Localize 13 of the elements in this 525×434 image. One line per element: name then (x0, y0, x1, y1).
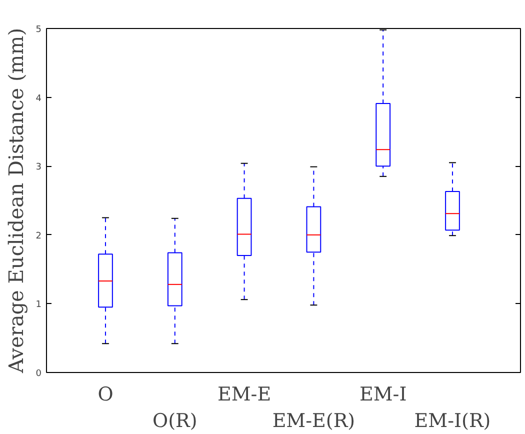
y-tick-label: 3 (36, 162, 42, 173)
x-tick-label: O(R) (152, 410, 198, 432)
x-tick-label: EM-E (217, 384, 272, 406)
y-tick-label: 2 (36, 231, 42, 242)
y-tick-label: 0 (36, 369, 42, 379)
x-tick-label: EM-E(R) (272, 410, 356, 432)
y-axis-title: Average Euclidean Distance (mm) (4, 28, 28, 374)
y-tick-label: 4 (36, 94, 42, 104)
y-tick-label: 1 (36, 300, 42, 310)
x-tick-label: O (98, 384, 114, 406)
y-tick-label: 5 (36, 25, 42, 35)
x-tick-label: EM-I(R) (414, 410, 491, 432)
x-tick-label: EM-I (359, 384, 407, 406)
